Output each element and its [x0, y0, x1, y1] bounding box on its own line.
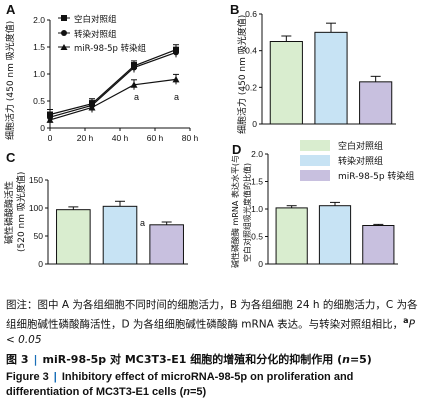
data-point-triangle	[46, 116, 54, 123]
panel-c-ytick-label: 50	[34, 231, 44, 241]
panel-c: C 碱性磷酸酶活性 (520 nm 吸光度值) 0 50 100 150 a	[3, 150, 188, 269]
data-point-triangle	[130, 81, 138, 88]
panel-a-xtick-label: 0	[48, 133, 53, 143]
figure-note-end: P < 0.05	[6, 318, 415, 346]
panel-a-legend: 空白对照组 转染对照组 miR-98-5p 转染组	[58, 14, 147, 54]
panel-a: A 细胞活力 (450 nm 吸光度值) 0 0.5 1.0 1.5 2.0 0 20 h…	[4, 2, 199, 143]
bar-legend-swatch-2	[300, 170, 330, 181]
panel-c-bar	[149, 224, 184, 265]
panel-d-ytick-label: 1.0	[251, 204, 263, 214]
bar-legend-label-1: 转染对照组	[338, 155, 383, 167]
panel-d-ylabel-line1: 碱性磷酸酶 mRNA 表达水平(与	[230, 155, 240, 268]
figure-title-en-text: Inhibitory effect of microRNA-98-5p on p…	[6, 371, 354, 398]
panel-d-bar	[318, 205, 352, 265]
data-point-circle	[173, 49, 179, 56]
panel-a-legend-2: miR-98-5p 转染组	[74, 43, 147, 54]
panel-c-ytick-label: 150	[29, 175, 43, 185]
figure-title-en-prefix: Figure 3	[6, 371, 49, 383]
figure-3: A 细胞活力 (450 nm 吸光度值) 0 0.5 1.0 1.5 2.0 0 20 h…	[3, 2, 414, 269]
figure-title-cn-end: =5)	[349, 353, 372, 366]
panel-a-legend-1: 转染对照组	[74, 29, 117, 40]
figure-title-cn-text: miR-98-5p 对 MC3T3-E1 细胞的增殖和分化的抑制作用 (	[42, 353, 343, 366]
legend-square-marker	[61, 15, 67, 21]
panel-d-bar	[362, 225, 395, 265]
panel-b-bar	[359, 81, 393, 125]
panel-b-ytick-label: 0.4	[245, 46, 257, 56]
data-point-triangle	[172, 75, 180, 83]
figure-title-cn: 图 3 | miR-98-5p 对 MC3T3-E1 细胞的增殖和分化的抑制作用 (…	[6, 352, 424, 368]
figure-note: 图注：图中 A 为各组细胞不同时间的细胞活力，B 为各组细胞 24 h 的细胞活…	[6, 298, 424, 348]
panel-d-letter: D	[232, 142, 241, 157]
panel-a-annotation-48h: a	[134, 92, 139, 102]
panel-c-ylabel-line2: (520 nm 吸光度值)	[15, 172, 27, 252]
series-line-0	[49, 49, 177, 116]
panel-a-legend-0: 空白对照组	[74, 14, 117, 25]
panel-c-ylabel-line1: 碱性磷酸酶活性	[3, 181, 15, 244]
figure-note-text: 图注：图中 A 为各组细胞不同时间的细胞活力，B 为各组细胞 24 h 的细胞活…	[6, 299, 418, 331]
panel-d-bar	[275, 207, 308, 265]
bar-legend-swatch-1	[300, 155, 330, 166]
panel-b-bar	[269, 41, 303, 125]
panel-a-ytick-label: 2.0	[33, 15, 45, 25]
panel-b-ylabel: 细胞活力 (450 nm 吸光度值)	[236, 15, 248, 134]
bar-legend-swatch-0	[300, 140, 330, 151]
bar-legend-label-2: miR-98-5p 转染组	[338, 170, 414, 182]
series-line-2	[49, 78, 177, 121]
panel-b-letter: B	[230, 2, 239, 17]
panel-a-ylabel: 细胞活力 (450 nm 吸光度值)	[4, 21, 16, 140]
panel-c-ytick-label: 100	[29, 203, 43, 213]
panel-d: D 碱性磷酸酶 mRNA 表达水平(与 空白对照组吸光度值的比值) 0 0.5 1.…	[230, 140, 414, 269]
panel-a-xtick-label: 60 h	[147, 133, 164, 143]
panel-c-annotation: a	[140, 218, 145, 228]
panel-a-xtick-label: 40 h	[112, 133, 129, 143]
legend-triangle-marker	[60, 44, 68, 50]
bar-legend-label-0: 空白对照组	[338, 140, 383, 152]
panel-a-ytick-label: 0.5	[33, 96, 45, 106]
panel-d-ytick-label: 0	[258, 259, 263, 269]
panel-c-bar	[56, 209, 91, 265]
figure-title-cn-prefix: 图 3	[6, 353, 29, 366]
panel-c-ytick-label: 0	[38, 259, 43, 269]
panel-b-ytick-label: 0	[252, 119, 257, 129]
panel-b-bar	[314, 31, 348, 125]
panel-a-xtick-label: 20 h	[77, 133, 94, 143]
panel-a-ytick-label: 1.0	[33, 69, 45, 79]
title-separator: |	[33, 353, 38, 366]
panel-d-ylabel-line2: 空白对照组吸光度值的比值)	[242, 163, 252, 262]
panel-d-ytick-label: 0.5	[251, 232, 263, 242]
panel-a-ytick-label: 0	[40, 123, 45, 133]
panel-b-ytick-label: 0.6	[245, 9, 257, 19]
panel-d-ytick-label: 2.0	[251, 149, 263, 159]
figure-title-en-end: =5)	[189, 386, 207, 398]
figure-title-en: Figure 3 | Inhibitory effect of microRNA-9…	[6, 370, 424, 400]
data-point-triangle	[88, 103, 96, 111]
panel-b-ytick-label: 0.2	[245, 82, 257, 92]
panel-a-letter: A	[6, 2, 16, 17]
panel-c-bar	[102, 205, 138, 265]
title-separator-en: |	[53, 371, 57, 383]
panel-a-xtick-label: 80 h	[182, 133, 199, 143]
panel-a-ytick-label: 1.5	[33, 42, 45, 52]
figure-title-en-n: n	[183, 386, 190, 398]
panel-b: B 细胞活力 (450 nm 吸光度值) 0 0.2 0.4 0.6	[230, 2, 396, 134]
bar-legend: 空白对照组 转染对照组 miR-98-5p 转染组	[300, 140, 414, 182]
panel-d-ytick-label: 1.5	[251, 177, 263, 187]
data-point-circle	[131, 64, 137, 71]
series-line-1	[49, 51, 177, 118]
panel-a-annotation-72h: a	[174, 92, 179, 102]
figure-title-cn-n: n	[342, 353, 350, 366]
figure-note-sup: a	[403, 316, 409, 325]
legend-circle-marker	[61, 30, 67, 36]
panel-c-letter: C	[6, 150, 16, 165]
